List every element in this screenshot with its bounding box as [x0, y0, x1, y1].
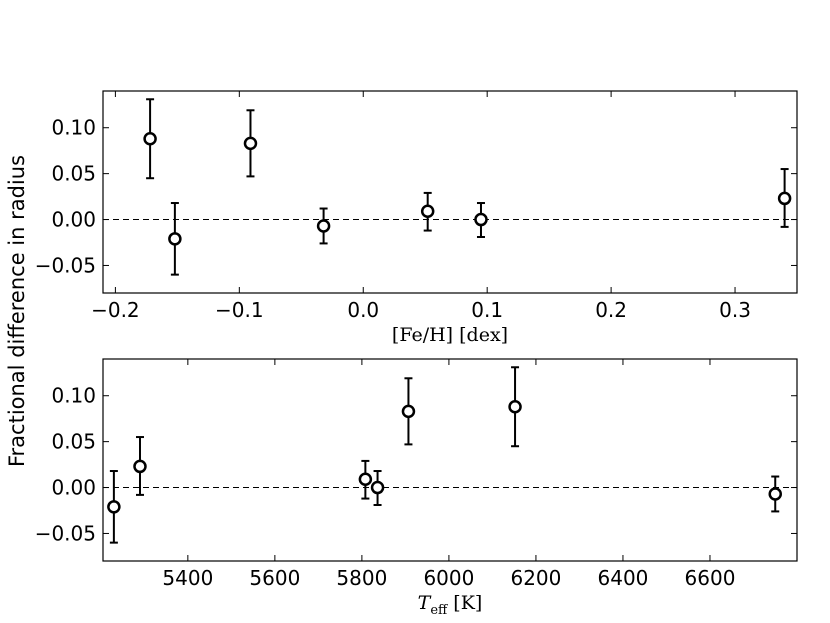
x-axis-label-metallicity: [Fe/H] [dex] — [392, 324, 508, 346]
x-tick-label: 6200 — [510, 566, 561, 590]
data-point — [777, 191, 792, 206]
x-axis-label-subscript: eff — [430, 603, 449, 618]
x-tick-label: 5400 — [162, 566, 213, 590]
y-tick-label: 0.10 — [51, 384, 96, 408]
x-tick-label: −0.2 — [91, 298, 140, 322]
data-point — [768, 487, 782, 501]
x-tick-label: 6600 — [685, 566, 736, 590]
y-tick-label: 0.10 — [51, 116, 96, 140]
x-tick-label: 5800 — [336, 566, 387, 590]
y-axis-label: Fractional difference in radius — [5, 155, 29, 467]
y-tick-label: 0.00 — [51, 208, 96, 232]
y-tick-label: 0.05 — [51, 430, 96, 454]
y-tick-label: −0.05 — [35, 253, 96, 277]
x-tick-label: 0.0 — [347, 298, 379, 322]
x-axis-label-temperature: Teff [K] — [418, 592, 483, 618]
data-point — [370, 480, 385, 495]
y-tick-label: −0.05 — [35, 521, 96, 545]
x-tick-label: 6400 — [598, 566, 649, 590]
x-tick-label: −0.1 — [215, 298, 264, 322]
data-point — [316, 219, 331, 233]
data-point — [133, 459, 147, 474]
x-tick-label: 0.3 — [719, 298, 751, 322]
y-tick-label: 0.05 — [51, 162, 96, 186]
x-tick-label: 0.2 — [595, 298, 627, 322]
x-axis-label-unit: [K] — [453, 592, 482, 614]
x-tick-label: 0.1 — [471, 298, 503, 322]
data-point — [401, 404, 416, 419]
data-point — [508, 399, 522, 414]
data-point — [143, 131, 157, 146]
data-point — [358, 472, 373, 487]
panel-temperature: 5400 5600 5800 6000 6200 6400 6600 −0.05 0.00 0.0… — [35, 358, 798, 590]
x-axis-label-symbol: T — [418, 592, 432, 614]
plot-frame — [102, 90, 798, 294]
data-point — [107, 500, 121, 514]
plot-frame — [102, 358, 798, 562]
x-tick-label: 5600 — [249, 566, 300, 590]
data-point — [243, 136, 258, 151]
y-tick-label: 0.00 — [51, 476, 96, 500]
data-point — [420, 204, 435, 219]
x-tick-label: 6000 — [423, 566, 474, 590]
data-point — [168, 232, 182, 246]
data-point — [474, 212, 488, 227]
panel-metallicity: −0.2 −0.1 0.0 0.1 0.2 0.3 −0.05 0.00 0.05 0.10 — [35, 90, 798, 322]
